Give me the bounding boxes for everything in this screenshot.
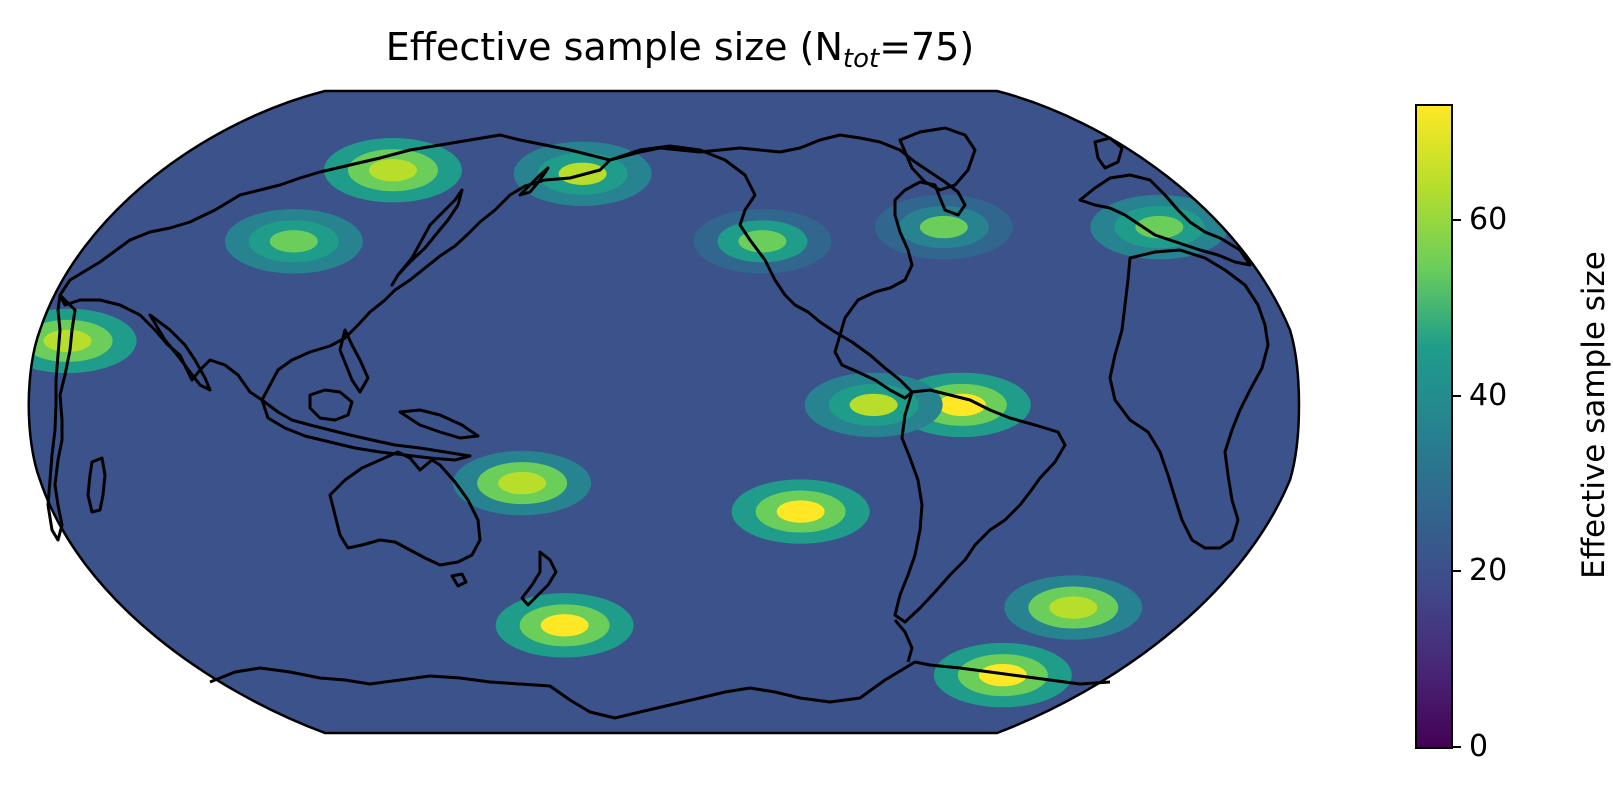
coastline-arabia: [46, 293, 77, 542]
heatmap-hotspot: [498, 471, 547, 495]
title-suffix: =75): [879, 25, 975, 69]
heatmap-hotspot: [1135, 215, 1184, 239]
coastline-philippines: [338, 328, 370, 394]
colorbar-tick-60: [1451, 219, 1461, 222]
title-main: Effective sample size (N: [385, 25, 843, 69]
coastline-greenland: [898, 126, 977, 192]
heatmap-hotspot: [738, 230, 787, 253]
heatmap-field: [28, 91, 1299, 733]
coastline-antarctic-peninsula: [893, 619, 914, 663]
heatmap-hotspot: [368, 159, 417, 182]
coastline-borneo: [308, 388, 354, 422]
coastline-north-america: [608, 133, 967, 400]
coastline-europe-west: [1078, 173, 1252, 267]
colorbar-tick-label-60: 60: [1469, 202, 1508, 238]
coastline-south-america: [893, 388, 1067, 624]
heatmap-hotspot: [849, 393, 898, 417]
coastline-africa: [1108, 248, 1270, 550]
coastline-japan: [390, 188, 464, 287]
coastline-australia: [328, 450, 482, 567]
colorbar-tick-0: [1451, 746, 1461, 748]
heatmap-hotspot: [269, 230, 318, 253]
heatmap-hotspot: [776, 500, 825, 523]
coastline-madagascar: [86, 456, 107, 514]
map-title: Effective sample size (Ntot=75): [0, 24, 1360, 82]
coastlines: [46, 126, 1270, 720]
map-boundary: [27, 89, 1301, 735]
colorbar-tick-label-0: 0: [1469, 729, 1489, 764]
colorbar-gradient: [1415, 104, 1453, 749]
heatmap-hotspot: [540, 614, 589, 637]
coastline-tasmania: [450, 572, 468, 588]
coastline-kamchatka: [518, 166, 550, 197]
coastline-antarctica: [209, 660, 1111, 720]
coastline-indonesia: [260, 398, 472, 462]
coastline-new-guinea: [398, 408, 480, 440]
heatmap-hotspot: [1049, 596, 1098, 619]
colorbar: 0 20 40 60: [1415, 104, 1507, 762]
colorbar-tick-label-40: 40: [1469, 377, 1508, 413]
colorbar-tick-label-20: 20: [1469, 553, 1508, 589]
colorbar-tick-20: [1451, 570, 1461, 573]
coastline-india: [148, 313, 212, 392]
world-map: [27, 89, 1301, 735]
coastline-new-zealand: [520, 550, 558, 607]
heatmap-hotspot: [937, 393, 986, 417]
title-subscript: tot: [842, 44, 880, 74]
heatmap-hotspot: [919, 215, 968, 239]
heatmap-hotspot: [43, 329, 92, 353]
colorbar-label: Effective sample size: [1576, 251, 1612, 579]
heatmap-base: [28, 91, 1299, 733]
colorbar-tick-40: [1451, 394, 1461, 397]
